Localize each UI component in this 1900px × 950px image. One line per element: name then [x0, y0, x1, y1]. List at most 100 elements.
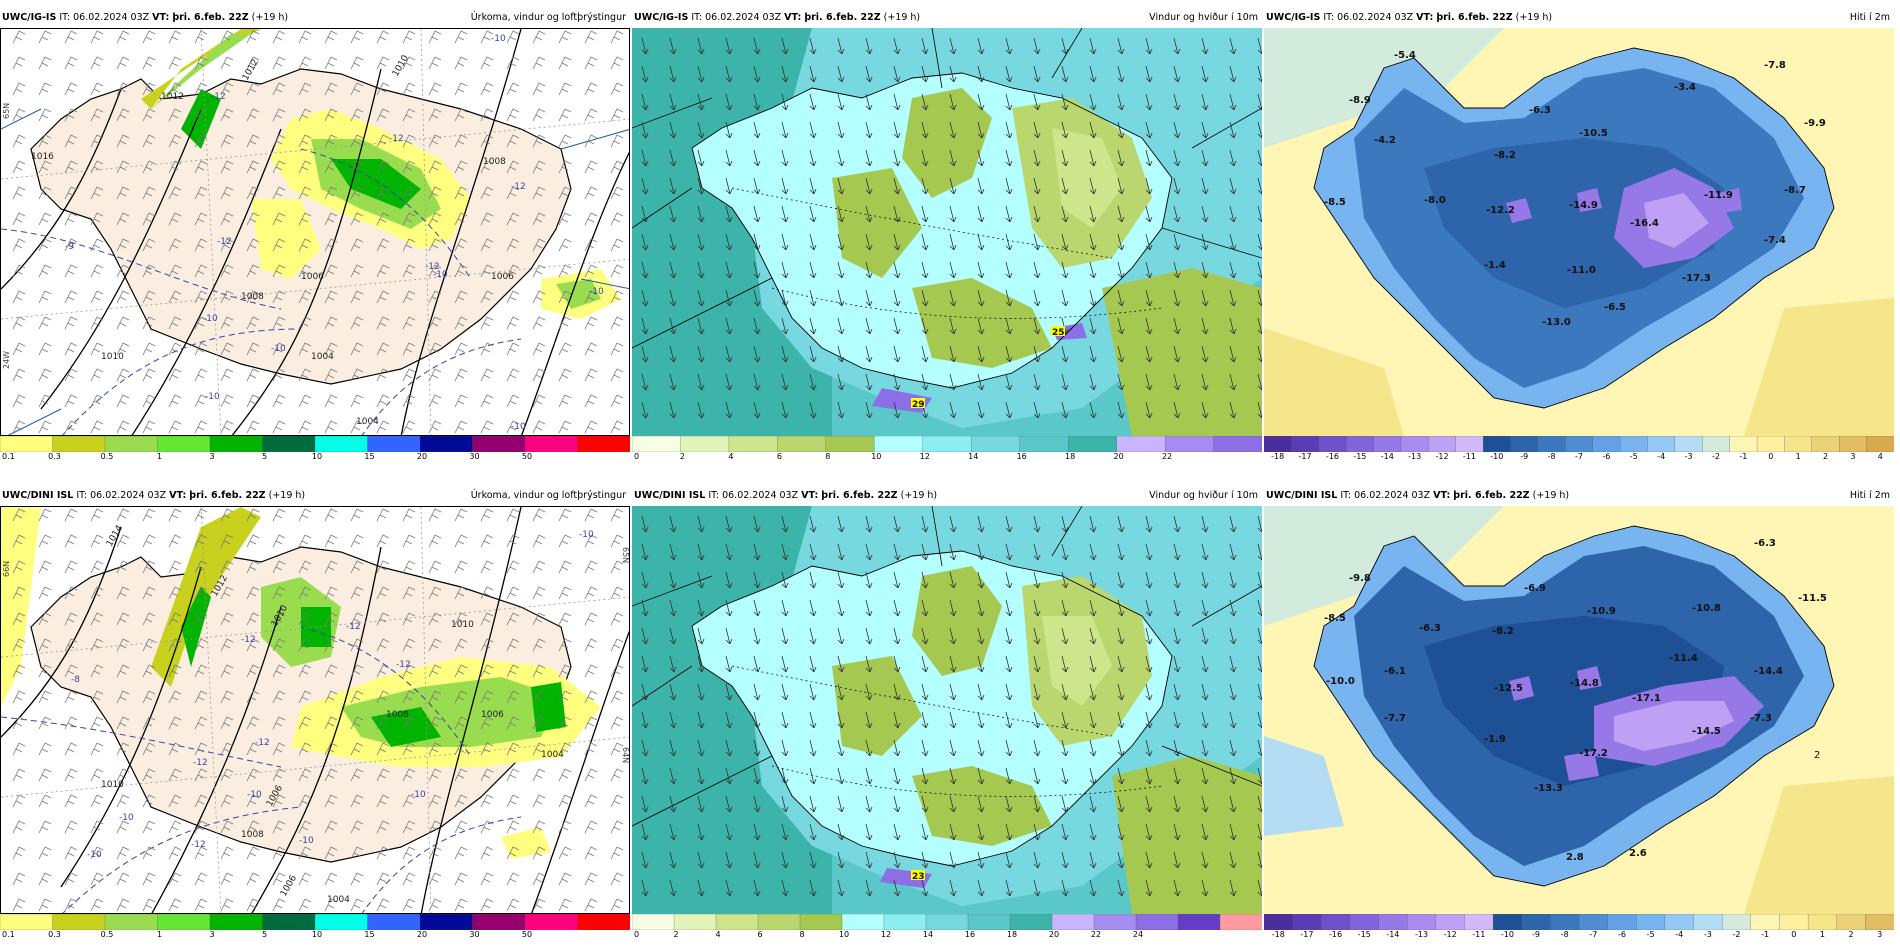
wind-arrow [865, 851, 873, 869]
wind-barb [272, 56, 286, 70]
isotherm-label: -10 [299, 836, 314, 846]
wind-barb [12, 638, 26, 652]
wind-arrow [753, 37, 761, 55]
colorbar-swatch [524, 436, 579, 452]
wind-arrow [1145, 373, 1153, 391]
wind-barb [350, 30, 364, 44]
wind-barb [610, 264, 624, 278]
wind-barb [454, 742, 468, 756]
wind-barb [454, 82, 468, 96]
wind-arrow [697, 739, 705, 757]
wind-arrow [1173, 655, 1181, 673]
wind-barb [532, 30, 546, 44]
precip-map[interactable]: -12 -12 -12 -12 -12 -9 -10 -10 -10 -10 -… [0, 28, 630, 436]
wind-barb [350, 872, 364, 886]
wind-arrow [753, 345, 761, 363]
wind-arrow [1201, 739, 1209, 757]
wind-arrow [1089, 795, 1097, 813]
wind-arrow [921, 851, 929, 869]
wind-map[interactable]: 25 29 [632, 28, 1262, 436]
colorbar-tick-label: -14 [1380, 452, 1394, 461]
colorbar-tick-label: -3 [1703, 930, 1712, 939]
wind-barb [64, 716, 78, 730]
wind-barb [610, 212, 624, 226]
wind-arrow [669, 627, 677, 645]
wind-barb [168, 108, 182, 122]
wind-barb [428, 160, 442, 174]
wind-arrow [809, 571, 817, 589]
wind-barb [246, 160, 260, 174]
isotherm-label: -12 [255, 738, 270, 748]
wind-barb [506, 794, 520, 808]
wind-arrow [977, 683, 985, 701]
wind-arrow [1201, 205, 1209, 223]
lat-label: 64N [621, 747, 630, 763]
temp-value: -12.5 [1494, 683, 1523, 694]
wind-arrow [921, 683, 929, 701]
wind-barb [584, 342, 598, 356]
colorbar-swatch [1779, 914, 1809, 930]
wind-barb [298, 716, 312, 730]
wind-arrow [781, 177, 789, 195]
wind-arrow [697, 851, 705, 869]
colorbar-swatch [1784, 436, 1813, 452]
wind-arrow [641, 401, 649, 419]
wind-barb [480, 508, 494, 522]
wind-arrow [753, 177, 761, 195]
wind-arrow [1229, 795, 1237, 813]
wind-arrow [1089, 879, 1097, 897]
wind-arrow [1257, 599, 1262, 617]
wind-arrow [1173, 599, 1181, 617]
wind-barb [324, 368, 338, 382]
wind-arrow [725, 823, 733, 841]
wind-barb [558, 108, 572, 122]
wind-barb [272, 82, 286, 96]
precip-map[interactable]: -10 -12 -12 -12 -12 -12 -10 -10 -10 -10 … [0, 506, 630, 914]
wind-arrow [977, 851, 985, 869]
colorbar-tick-label: 15 [364, 452, 375, 461]
colorbar-swatch [632, 436, 682, 452]
wind-barb [12, 238, 26, 252]
wind-arrow [1257, 823, 1262, 841]
wind-barb [584, 238, 598, 252]
temp-map[interactable]: -5.4 -7.8 -3.4 -8.9 -6.3 -10.5 -9.9 -4.2… [1264, 28, 1894, 436]
wind-barb [376, 612, 390, 626]
temp-value: -14.9 [1569, 200, 1598, 211]
wind-barb [610, 898, 624, 912]
wind-barb [168, 586, 182, 600]
colorbar-swatch [1428, 436, 1457, 452]
colorbar-swatch [314, 914, 369, 930]
wind-barb [12, 664, 26, 678]
temp-map[interactable]: -6.3 -9.8 -6.9 -10.9 -10.8 -11.5 -8.5 -6… [1264, 506, 1894, 914]
colorbar-swatch [1378, 914, 1408, 930]
wind-arrow [697, 599, 705, 617]
wind-barb [38, 160, 52, 174]
colorbar-swatch [104, 436, 159, 452]
wind-barb [38, 534, 52, 548]
wind-barb [480, 768, 494, 782]
wind-barb [142, 108, 156, 122]
wind-arrow [949, 599, 957, 617]
wind-barb [64, 898, 78, 912]
wind-arrow [865, 121, 873, 139]
wind-barb [584, 872, 598, 886]
isobar-label: 1010 [101, 352, 124, 362]
wind-barb [610, 108, 624, 122]
isobar-label: 1006 [491, 272, 514, 282]
wind-arrow [781, 571, 789, 589]
lead-time: (+19 h) [1532, 490, 1570, 501]
wind-barb [220, 846, 234, 860]
wind-barb [298, 898, 312, 912]
wind-arrow [1257, 401, 1262, 419]
isotherm-label: -10 [433, 270, 448, 280]
wind-arrow [921, 767, 929, 785]
wind-barb [428, 560, 442, 574]
wind-barb [480, 134, 494, 148]
wind-arrow [893, 345, 901, 363]
wind-barb [480, 290, 494, 304]
wind-barb [532, 898, 546, 912]
wind-arrow [1089, 543, 1097, 561]
colorbar-swatch [367, 914, 421, 930]
wind-barb [246, 264, 260, 278]
wind-map[interactable]: 23 [632, 506, 1262, 914]
